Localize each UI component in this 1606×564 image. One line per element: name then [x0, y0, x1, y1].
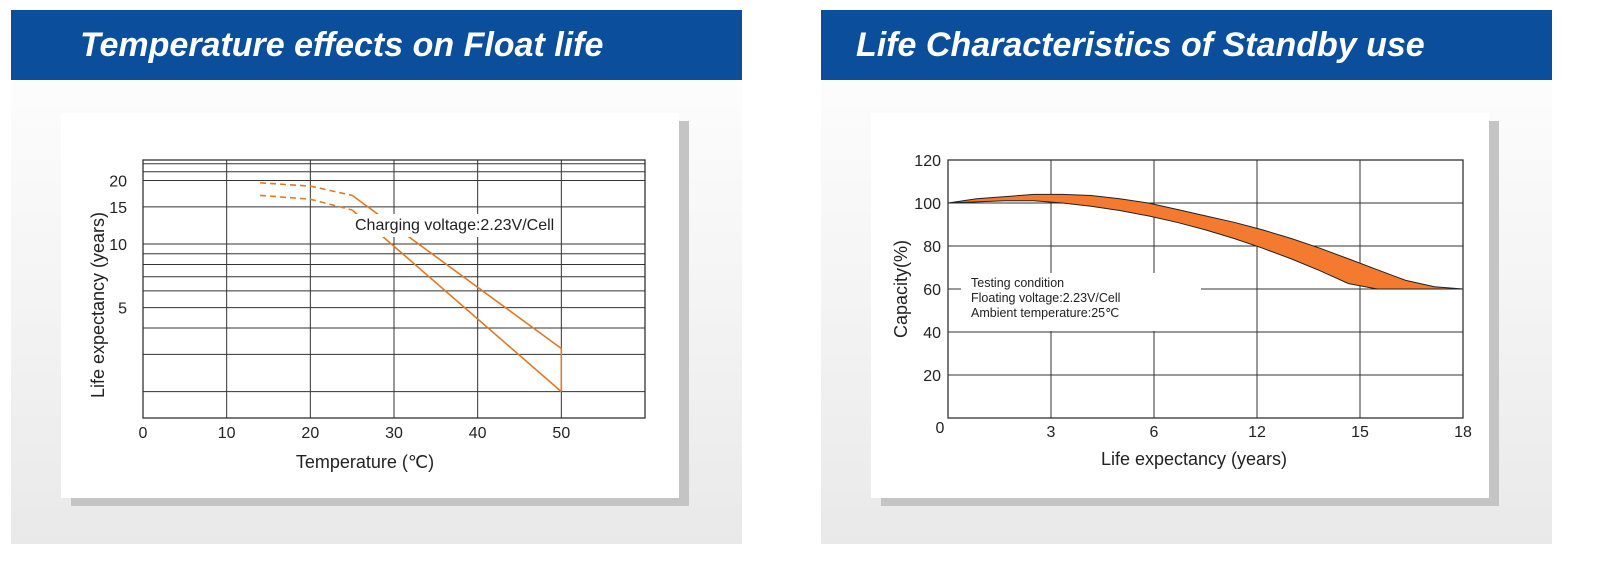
y-tick-label: 5 [118, 301, 127, 318]
x-tick-label: 10 [218, 425, 236, 442]
x-tick-label: 50 [552, 425, 570, 442]
x-axis-title: Temperature (℃) [296, 452, 434, 472]
life-curve-solid [351, 209, 562, 393]
life-curve-dashed [260, 194, 353, 211]
x-tick-label: 15 [1351, 424, 1369, 441]
y-tick-label: 40 [923, 325, 941, 342]
x-tick-label: 12 [1248, 424, 1266, 441]
y-axis-title: Capacity(%) [891, 240, 911, 338]
x-tick-label: 20 [301, 425, 319, 442]
annotation-line: Testing condition [971, 276, 1064, 290]
testing-condition-note: Testing condition Floating voltage:2.23V… [971, 276, 1120, 320]
x-tick-labels: 0 3 6 12 15 18 [936, 420, 1472, 441]
annotation-background [349, 214, 561, 237]
x-tick-label: 40 [469, 425, 487, 442]
standby-life-card: Testing condition Floating voltage:2.23V… [871, 113, 1489, 498]
float-life-banner: Temperature effects on Float life [11, 10, 742, 80]
float-life-chart: Charging voltage:2.23V/Cell 0 10 20 30 40 50 … [88, 159, 646, 472]
float-life-card: Charging voltage:2.23V/Cell 0 10 20 30 40 50 … [61, 113, 679, 498]
chart-annotation: Charging voltage:2.23V/Cell [355, 217, 554, 234]
annotation-line: Ambient temperature:25℃ [971, 306, 1119, 320]
y-tick-label: 120 [914, 153, 941, 170]
x-tick-label: 6 [1150, 424, 1159, 441]
life-curve-dashed [260, 182, 353, 197]
annotation-line: Floating voltage:2.23V/Cell [971, 291, 1120, 305]
x-axis-title: Life expectancy (years) [1101, 449, 1287, 469]
chart-grid [143, 160, 645, 418]
y-tick-label: 60 [923, 282, 941, 299]
x-tick-label: 0 [139, 425, 148, 442]
y-tick-label: 15 [109, 200, 127, 217]
standby-life-chart: Testing condition Floating voltage:2.23V… [891, 153, 1472, 469]
plot-frame [142, 159, 646, 419]
annotation-background [961, 273, 1201, 331]
standby-life-panel: Life Characteristics of Standby use Test… [821, 10, 1552, 544]
y-tick-label: 20 [109, 173, 127, 190]
y-axis-title: Life expectancy (years) [88, 212, 108, 398]
float-life-panel: Temperature effects on Float life Chargi… [11, 10, 742, 544]
plot-frame [947, 159, 1464, 419]
y-tick-label: 20 [923, 368, 941, 385]
y-tick-labels: 5 10 15 20 [109, 173, 127, 317]
x-tick-label: 0 [936, 420, 945, 437]
x-tick-labels: 0 10 20 30 40 50 [139, 425, 571, 442]
y-tick-label: 100 [914, 196, 941, 213]
standby-life-banner: Life Characteristics of Standby use [821, 10, 1552, 80]
y-tick-label: 10 [109, 237, 127, 254]
x-tick-label: 18 [1454, 424, 1472, 441]
x-tick-label: 30 [385, 425, 403, 442]
y-tick-labels: 20 40 60 80 100 120 [914, 153, 941, 385]
x-tick-label: 3 [1047, 424, 1056, 441]
y-tick-label: 80 [923, 239, 941, 256]
